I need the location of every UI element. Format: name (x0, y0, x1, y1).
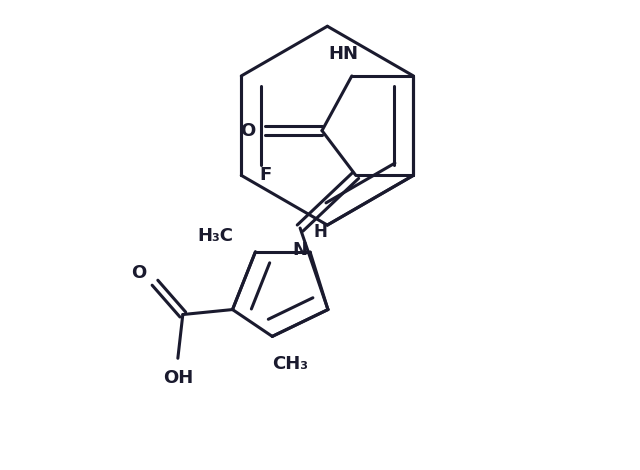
Text: O: O (240, 122, 255, 140)
Text: HN: HN (329, 45, 359, 63)
Text: O: O (131, 264, 147, 282)
Text: F: F (259, 166, 271, 184)
Text: H₃C: H₃C (198, 227, 234, 245)
Text: CH₃: CH₃ (272, 355, 308, 373)
Text: OH: OH (163, 369, 193, 387)
Text: N: N (292, 241, 308, 259)
Text: H: H (313, 223, 327, 241)
